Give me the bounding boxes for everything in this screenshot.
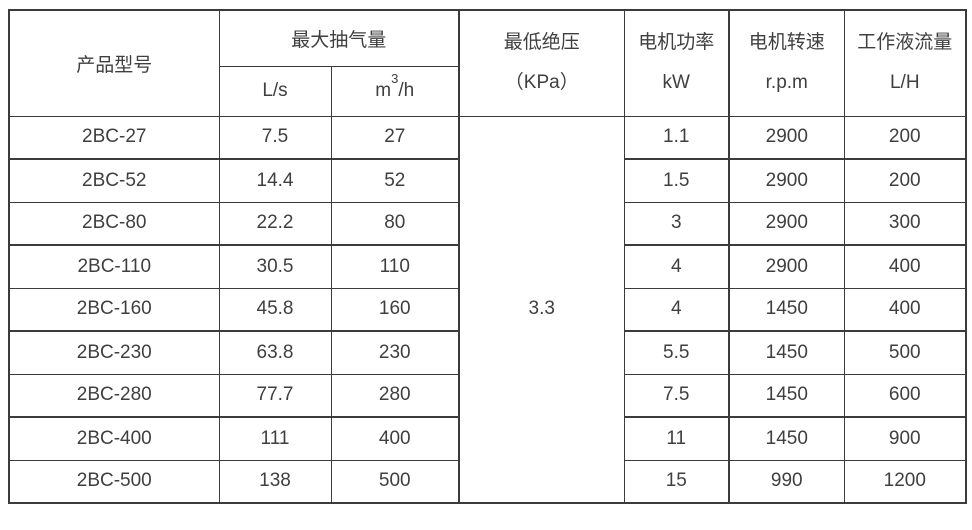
header-row-2: L/s m3/h bbox=[9, 65, 966, 117]
col-header-motor-speed: 电机转速 r.p.m bbox=[728, 9, 845, 117]
table-row: 2BC-27 7.5 27 3.3 1.1 2900 200 bbox=[8, 115, 967, 504]
cell-m3h: 27 bbox=[330, 115, 460, 160]
cell-lh: 1200 bbox=[843, 459, 967, 504]
header-line: 最低绝压 bbox=[503, 32, 580, 54]
cell-m3h: 280 bbox=[330, 373, 460, 418]
cell-ls: 111 bbox=[218, 416, 332, 461]
cell-rpm: 1450 bbox=[728, 416, 845, 461]
cell-kw: 3 bbox=[623, 201, 730, 246]
header-line: r.p.m bbox=[765, 72, 808, 94]
table-row: 2BC-400 111 400 11 1450 900 bbox=[8, 416, 967, 461]
cell-kw: 1.1 bbox=[623, 115, 730, 160]
cell-lh: 900 bbox=[843, 416, 967, 461]
cell-kw: 7.5 bbox=[623, 373, 730, 418]
table-row: 2BC-160 45.8 160 4 1450 400 bbox=[8, 287, 967, 332]
header-line: kW bbox=[662, 72, 690, 94]
cell-product-model: 2BC-230 bbox=[8, 330, 220, 375]
cell-m3h: 500 bbox=[330, 459, 460, 504]
cell-rpm: 1450 bbox=[728, 330, 845, 375]
cell-product-model: 2BC-160 bbox=[8, 287, 220, 332]
cell-product-model: 2BC-500 bbox=[8, 459, 220, 504]
cell-kw: 11 bbox=[623, 416, 730, 461]
cell-product-model: 2BC-400 bbox=[8, 416, 220, 461]
header-line: 电机转速 bbox=[748, 32, 825, 54]
cell-ls: 22.2 bbox=[218, 201, 332, 246]
col-header-working-fluid-flow: 工作液流量 L/H bbox=[843, 9, 967, 117]
cell-m3h: 110 bbox=[330, 244, 460, 289]
cell-product-model: 2BC-52 bbox=[8, 158, 220, 203]
cell-kw: 5.5 bbox=[623, 330, 730, 375]
cell-ls: 138 bbox=[218, 459, 332, 504]
cell-ls: 77.7 bbox=[218, 373, 332, 418]
header-row-1: 产品型号 最大抽气量 最低绝压 （KPa） 电机功率 kW 电机转速 r.p.m… bbox=[8, 9, 967, 117]
cell-product-model: 2BC-110 bbox=[8, 244, 220, 289]
table-row: 2BC-110 30.5 110 4 2900 400 bbox=[8, 244, 967, 289]
cell-min-abs-pressure-value: 3.3 bbox=[458, 115, 625, 504]
header-line: L/H bbox=[889, 72, 920, 94]
product-spec-table: 产品型号 最大抽气量 最低绝压 （KPa） 电机功率 kW 电机转速 r.p.m… bbox=[8, 9, 968, 504]
cell-ls: 30.5 bbox=[218, 244, 332, 289]
table-row: 2BC-80 22.2 80 3 2900 300 bbox=[8, 201, 967, 246]
unit-m3h-superscript: 3 bbox=[391, 70, 399, 86]
header-line: （KPa） bbox=[504, 72, 579, 94]
cell-ls: 14.4 bbox=[218, 158, 332, 203]
cell-lh: 400 bbox=[843, 287, 967, 332]
cell-rpm: 1450 bbox=[728, 373, 845, 418]
cell-lh: 600 bbox=[843, 373, 967, 418]
cell-ls: 45.8 bbox=[218, 287, 332, 332]
table-row: 2BC-280 77.7 280 7.5 1450 600 bbox=[8, 373, 967, 418]
cell-lh: 500 bbox=[843, 330, 967, 375]
unit-m3h-base: m bbox=[375, 80, 392, 101]
cell-m3h: 52 bbox=[330, 158, 460, 203]
table-row: 2BC-230 63.8 230 5.5 1450 500 bbox=[8, 330, 967, 375]
col-header-motor-power: 电机功率 kW bbox=[623, 9, 730, 117]
cell-lh: 400 bbox=[843, 244, 967, 289]
cell-ls: 63.8 bbox=[218, 330, 332, 375]
cell-lh: 200 bbox=[843, 115, 967, 160]
cell-kw: 4 bbox=[623, 244, 730, 289]
cell-rpm: 2900 bbox=[728, 244, 845, 289]
cell-ls: 7.5 bbox=[218, 115, 332, 160]
cell-rpm: 2900 bbox=[728, 158, 845, 203]
cell-lh: 200 bbox=[843, 158, 967, 203]
col-header-unit-m3h: m3/h bbox=[330, 65, 460, 117]
cell-kw: 4 bbox=[623, 287, 730, 332]
col-header-min-abs-pressure: 最低绝压 （KPa） bbox=[458, 9, 625, 117]
header-line: 电机功率 bbox=[638, 32, 715, 54]
cell-rpm: 1450 bbox=[728, 287, 845, 332]
cell-m3h: 400 bbox=[330, 416, 460, 461]
cell-kw: 1.5 bbox=[623, 158, 730, 203]
col-header-max-pumping-capacity: 最大抽气量 bbox=[218, 9, 460, 67]
cell-m3h: 80 bbox=[330, 201, 460, 246]
table-row: 2BC-500 138 500 15 990 1200 bbox=[8, 459, 967, 504]
cell-kw: 15 bbox=[623, 459, 730, 504]
cell-product-model: 2BC-80 bbox=[8, 201, 220, 246]
cell-rpm: 2900 bbox=[728, 115, 845, 160]
cell-rpm: 2900 bbox=[728, 201, 845, 246]
cell-rpm: 990 bbox=[728, 459, 845, 504]
cell-m3h: 160 bbox=[330, 287, 460, 332]
col-header-unit-ls: L/s bbox=[218, 65, 332, 117]
cell-product-model: 2BC-280 bbox=[8, 373, 220, 418]
cell-m3h: 230 bbox=[330, 330, 460, 375]
header-line: 工作液流量 bbox=[857, 32, 953, 54]
cell-product-model: 2BC-27 bbox=[8, 115, 220, 160]
col-header-product-model: 产品型号 bbox=[8, 9, 220, 117]
unit-m3h-rest: /h bbox=[398, 80, 415, 101]
cell-lh: 300 bbox=[843, 201, 967, 246]
